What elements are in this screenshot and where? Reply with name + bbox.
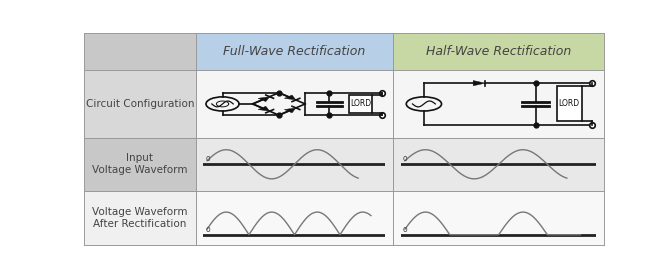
Text: Circuit Configuration: Circuit Configuration xyxy=(85,99,194,109)
Bar xyxy=(196,33,393,70)
Text: Voltage Waveform
After Rectification: Voltage Waveform After Rectification xyxy=(92,207,187,229)
Text: Half-Wave Rectification: Half-Wave Rectification xyxy=(426,45,571,58)
Polygon shape xyxy=(473,81,485,86)
Bar xyxy=(557,86,582,121)
Text: LORD: LORD xyxy=(350,100,371,108)
Polygon shape xyxy=(285,95,296,100)
Bar xyxy=(196,191,393,245)
Bar xyxy=(393,138,604,191)
Bar xyxy=(393,70,604,138)
Text: LORD: LORD xyxy=(558,100,580,108)
Text: o: o xyxy=(205,154,210,163)
Bar xyxy=(393,191,604,245)
Polygon shape xyxy=(258,97,270,102)
Polygon shape xyxy=(258,106,270,111)
Bar xyxy=(349,95,372,113)
Text: Full-Wave Rectification: Full-Wave Rectification xyxy=(223,45,366,58)
Bar xyxy=(196,70,393,138)
Bar xyxy=(84,138,196,191)
Text: o: o xyxy=(205,225,210,234)
Text: o: o xyxy=(403,154,408,163)
Bar xyxy=(84,191,196,245)
Bar xyxy=(196,138,393,191)
Bar xyxy=(84,33,196,70)
Bar xyxy=(393,33,604,70)
Polygon shape xyxy=(285,108,296,113)
Bar xyxy=(84,70,196,138)
Text: o: o xyxy=(403,225,408,234)
Text: Input
Voltage Waveform: Input Voltage Waveform xyxy=(92,153,187,175)
